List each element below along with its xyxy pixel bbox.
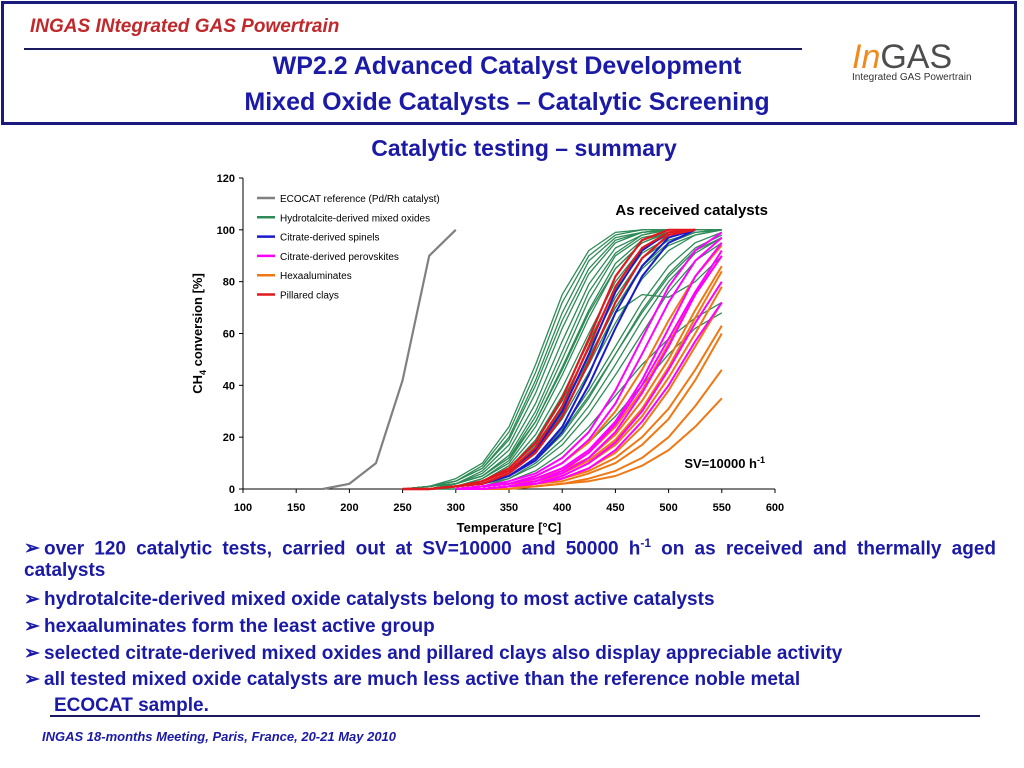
footer-divider	[50, 715, 980, 717]
series-line	[402, 228, 696, 491]
bullet-item: ➢ over 120 catalytic tests, carried out a…	[24, 536, 996, 582]
ingas-logo: InGAS Integrated GAS Powertrain	[852, 38, 992, 86]
bullet-item: ➢ hexaaluminates form the least active gr…	[24, 615, 435, 638]
x-tick-label: 400	[553, 502, 571, 514]
y-tick-label: 0	[229, 484, 235, 496]
y-tick-label: 20	[223, 432, 235, 444]
x-tick-label: 450	[606, 502, 624, 514]
series-line	[322, 229, 457, 491]
y-tick-label: 120	[217, 173, 235, 185]
arrow-bullet-icon: ➢	[24, 538, 40, 560]
header-box	[1, 1, 1017, 125]
bullet-item: ➢ selected citrate-derived mixed oxides a…	[24, 642, 842, 665]
bullet-text: hexaaluminates form the least active gro…	[44, 616, 435, 637]
x-axis-label: Temperature [°C]	[457, 520, 562, 535]
bullet-text: over 120 catalytic tests, carried out at…	[44, 538, 641, 560]
header-tag: INGAS INtegrated GAS Powertrain	[30, 16, 340, 37]
legend-label: Hexaaluminates	[280, 271, 352, 282]
logo-in: In	[852, 38, 881, 76]
series-line	[402, 237, 723, 490]
series-line	[455, 301, 723, 490]
bullet-superscript: -1	[640, 536, 652, 550]
legend-label: Citrate-derived spinels	[280, 233, 380, 244]
logo-subtitle: Integrated GAS Powertrain	[852, 72, 972, 83]
arrow-bullet-icon: ➢	[24, 669, 40, 690]
x-tick-label: 600	[766, 502, 784, 514]
footer-text: INGAS 18-months Meeting, Paris, France, …	[42, 729, 397, 744]
x-tick-label: 350	[500, 502, 518, 514]
chart-annotation: As received catalysts	[615, 202, 768, 219]
y-tick-label: 60	[223, 329, 235, 341]
series-line	[455, 397, 723, 490]
legend-label: Citrate-derived perovskites	[280, 252, 399, 263]
x-tick-label: 300	[447, 502, 465, 514]
x-tick-label: 550	[713, 502, 731, 514]
legend-label: Hydrotalcite-derived mixed oxides	[280, 213, 430, 224]
bullet-text: selected citrate-derived mixed oxides an…	[44, 643, 843, 664]
x-tick-label: 150	[287, 502, 305, 514]
arrow-bullet-icon: ➢	[24, 589, 40, 610]
legend-label: Pillared clays	[280, 291, 339, 302]
y-axis-label: CH4 conversion [%]	[190, 273, 208, 394]
bullet-continuation: ECOCAT sample.	[54, 695, 209, 716]
bullet-item: ➢ all tested mixed oxide catalysts are mu…	[24, 668, 800, 691]
arrow-bullet-icon: ➢	[24, 616, 40, 637]
x-tick-label: 250	[393, 502, 411, 514]
series-line	[402, 255, 723, 490]
page-title-line1: WP2.2 Advanced Catalyst Development	[272, 52, 742, 80]
logo-gas: GAS	[880, 38, 953, 76]
y-tick-label: 100	[217, 225, 235, 237]
series-line	[455, 231, 723, 490]
page-title-line2: Mixed Oxide Catalysts – Catalytic Screen…	[244, 88, 770, 116]
series-line	[455, 236, 723, 490]
arrow-bullet-icon: ➢	[24, 643, 40, 664]
x-tick-label: 100	[234, 502, 252, 514]
slide-subtitle: Catalytic testing – summary	[371, 135, 677, 161]
header-divider	[24, 48, 802, 50]
sv-label: SV=10000 h-1	[684, 455, 765, 471]
bullet-text: all tested mixed oxide catalysts are muc…	[44, 669, 801, 690]
bullet-text: hydrotalcite-derived mixed oxide catalys…	[44, 589, 715, 610]
legend-label: ECOCAT reference (Pd/Rh catalyst)	[280, 194, 440, 205]
y-tick-label: 40	[223, 380, 235, 392]
x-tick-label: 200	[340, 502, 358, 514]
x-tick-label: 500	[659, 502, 677, 514]
bullet-item: ➢ hydrotalcite-derived mixed oxide cataly…	[24, 588, 715, 611]
bullet-text-tail: on as received and thermally aged cataly…	[24, 538, 996, 582]
conversion-chart: 0 20 40 60 80 100 120 100 150 200 250 300 350 400 450 5…	[190, 173, 784, 535]
y-tick-label: 80	[223, 277, 235, 289]
